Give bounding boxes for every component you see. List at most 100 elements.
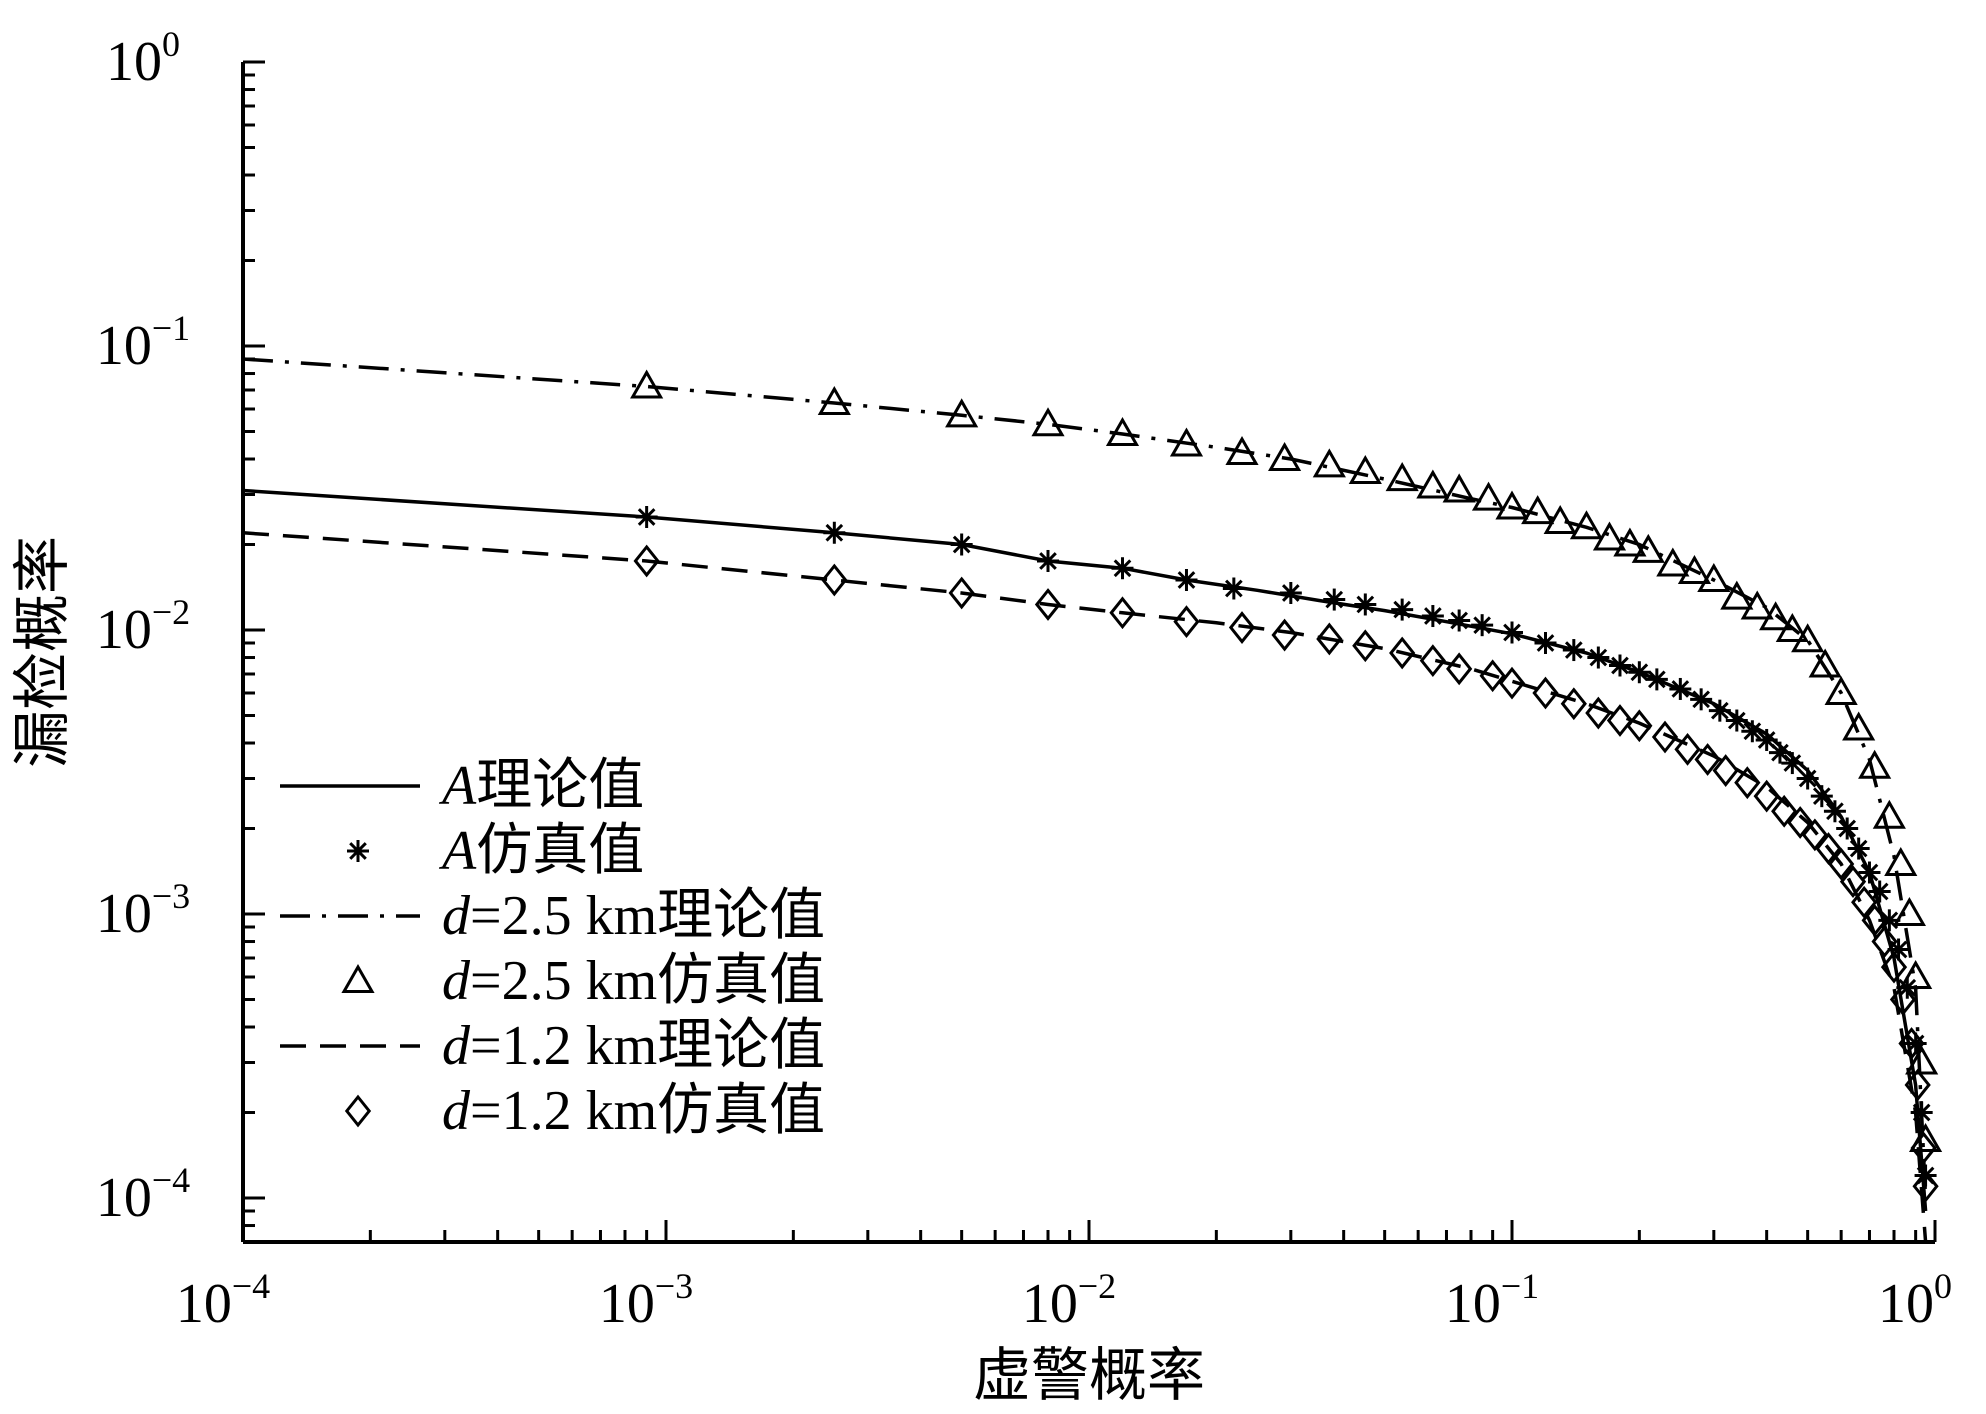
legend-label: A仿真值 xyxy=(438,820,644,882)
x-axis-label: 虚警概率 xyxy=(973,1341,1205,1409)
data-point xyxy=(1910,1131,1937,1165)
data-point xyxy=(1801,818,1828,852)
data-point xyxy=(1626,709,1653,743)
data-point xyxy=(1740,590,1774,620)
data-point xyxy=(1880,950,1908,984)
data-point xyxy=(1585,696,1612,730)
data-point xyxy=(1771,794,1798,828)
legend-marker xyxy=(347,840,369,862)
data-point xyxy=(1569,510,1604,540)
data-point xyxy=(1501,621,1523,644)
data-point xyxy=(1823,800,1846,823)
data-point xyxy=(1448,609,1471,632)
data-point xyxy=(1889,983,1917,1016)
y-tick-label: 10−4 xyxy=(96,1160,190,1229)
data-point xyxy=(1354,593,1377,616)
legend-marker xyxy=(341,963,375,993)
data-point xyxy=(1677,555,1712,585)
data-point xyxy=(1824,675,1858,706)
data-point xyxy=(1312,448,1346,478)
data-point xyxy=(1222,577,1245,600)
data-point xyxy=(1631,533,1665,563)
data-point xyxy=(1606,704,1634,737)
data-point xyxy=(1592,521,1627,551)
data-point xyxy=(1323,588,1346,611)
legend-item: d=2.5 km仿真值 xyxy=(341,950,825,1012)
series-3 xyxy=(242,357,1928,1199)
data-point xyxy=(1836,817,1859,840)
y-tick-label: 10−3 xyxy=(96,876,190,945)
data-point xyxy=(1899,959,1933,990)
series-line xyxy=(242,357,1928,1199)
data-point xyxy=(1421,605,1444,628)
data-point xyxy=(1225,435,1259,465)
x-tick-label: 10−1 xyxy=(1445,1266,1539,1335)
x-tick-label: 10−2 xyxy=(1022,1266,1116,1335)
data-point xyxy=(1775,612,1809,643)
data-point xyxy=(1109,596,1136,630)
legend-item: d=2.5 km理论值 xyxy=(280,885,825,947)
data-point xyxy=(1808,648,1842,678)
data-point xyxy=(633,544,660,578)
data-point xyxy=(950,533,973,556)
data-point xyxy=(1741,720,1764,743)
data-point xyxy=(1613,527,1647,557)
data-point xyxy=(1521,495,1555,525)
data-point xyxy=(1268,441,1302,472)
x-tick-label: 10−4 xyxy=(176,1266,270,1335)
series-layer xyxy=(242,357,1943,1243)
data-point xyxy=(1755,728,1778,751)
y-tick-label: 100 xyxy=(106,24,180,93)
legend-label: d=2.5 km理论值 xyxy=(442,885,825,947)
x-tick-label: 10−3 xyxy=(599,1266,693,1335)
data-point xyxy=(1828,847,1855,881)
data-point xyxy=(1543,504,1577,535)
data-point xyxy=(1796,767,1819,790)
data-point xyxy=(1842,711,1876,741)
data-point xyxy=(1587,646,1610,669)
data-point xyxy=(1912,1169,1939,1203)
data-point xyxy=(630,369,664,399)
data-point xyxy=(817,385,851,415)
data-point xyxy=(1352,629,1379,663)
data-point xyxy=(1228,611,1256,644)
data-point xyxy=(1034,588,1062,621)
series-4 xyxy=(630,369,1943,1153)
data-point xyxy=(1651,720,1679,754)
y-tick-label: 10−2 xyxy=(96,592,190,661)
data-point xyxy=(1905,1045,1939,1075)
data-point xyxy=(1753,779,1780,813)
data-point xyxy=(1628,661,1651,684)
data-point xyxy=(1734,766,1761,800)
data-point xyxy=(1712,754,1739,787)
legend-marker xyxy=(344,1094,372,1128)
data-point xyxy=(1037,549,1060,572)
data-point xyxy=(1656,547,1690,577)
data-point xyxy=(1690,688,1713,711)
data-point xyxy=(1868,880,1891,903)
data-point xyxy=(1031,407,1065,437)
data-point xyxy=(1884,846,1918,876)
data-point xyxy=(1495,490,1529,520)
data-point xyxy=(1389,636,1416,670)
legend-item: d=1.2 km仿真值 xyxy=(344,1080,825,1142)
data-point xyxy=(821,563,848,597)
data-point xyxy=(1498,666,1526,700)
data-point xyxy=(1851,885,1878,919)
legend-label: d=2.5 km仿真值 xyxy=(442,950,825,1012)
data-point xyxy=(1471,614,1494,637)
data-point xyxy=(1416,469,1450,499)
tick-labels: 10−4 10−3 10−2 10−1 100 10−4 10−3 10−2 10−1 100 xyxy=(96,24,1952,1335)
axis-ticks xyxy=(241,60,1937,1244)
series-6 xyxy=(633,544,1939,1203)
data-point xyxy=(1872,799,1906,829)
series-5 xyxy=(242,531,1928,1243)
data-point xyxy=(1847,837,1870,860)
data-point xyxy=(1858,861,1881,884)
data-point xyxy=(1787,806,1814,839)
data-point xyxy=(948,576,975,610)
data-point xyxy=(1892,896,1927,927)
data-point xyxy=(1861,903,1888,937)
data-point xyxy=(1348,454,1382,485)
